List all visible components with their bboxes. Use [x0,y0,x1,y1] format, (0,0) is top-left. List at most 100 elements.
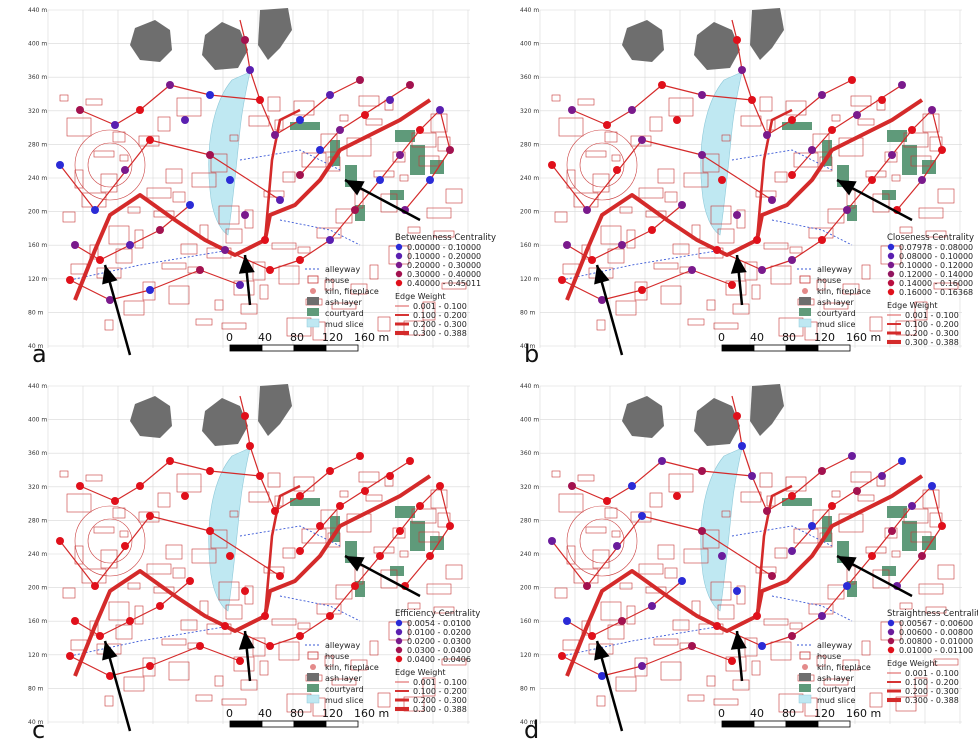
house [891,550,901,558]
edge [891,129,913,156]
house [123,300,145,316]
network-node [728,657,736,665]
house [922,113,940,133]
network-node [271,131,279,139]
scale-segment [817,720,851,728]
network-node [271,507,279,515]
house [872,193,890,213]
scale-label: 80 [290,331,304,344]
network-node [66,652,74,660]
house [687,694,705,702]
house [403,696,425,712]
network-node [156,602,164,610]
legend-node-swatch [395,628,403,636]
network-node [603,497,611,505]
house [914,301,928,321]
network-node [261,236,269,244]
legend-courtyard-swatch [799,308,811,316]
house [176,97,202,117]
network-node [106,296,114,304]
y-tick-label: 400 m [520,41,539,48]
legend-kiln-swatch [310,664,316,670]
house [445,188,463,204]
house [100,173,118,193]
edge [59,540,96,587]
network-node [121,542,129,550]
edge [404,555,431,587]
edge [269,259,301,271]
network-node [186,201,194,209]
legend-layer-label: house [817,276,841,285]
alleyway [239,149,341,171]
arrow-head [594,641,610,661]
network-node [76,482,84,490]
edge [741,69,753,101]
edge [621,605,653,622]
house [119,530,129,538]
ash-layer [622,20,664,62]
network-node [818,467,826,475]
edge [244,39,251,71]
network-node [808,146,816,154]
house [910,155,932,167]
legend-edge-label: 0.300 - 0.388 [413,705,467,714]
edge [661,84,703,96]
y-tick-label: 120 m [520,652,539,659]
legend-layer-label: ash layer [817,298,854,307]
house [441,658,467,666]
house [789,246,803,254]
house [380,569,398,589]
network-node [748,96,756,104]
house [165,168,183,184]
network-node [221,246,229,254]
network-node [361,487,369,495]
legend-title: Closeness Centrality [887,233,974,243]
house [763,242,789,250]
network-node [236,281,244,289]
house [672,619,690,631]
house [604,507,618,519]
house [937,188,955,204]
legend-node-swatch [395,270,403,278]
y-tick-label: 400 m [520,417,539,424]
courtyard [822,140,832,166]
legend-layer-label: kiln, fireplace [325,287,379,296]
legend-class-label: 0.00600 - 0.00800 [899,628,973,637]
edge [661,460,703,472]
legend-edge-label: 0.100 - 0.200 [413,687,467,696]
edge [751,99,768,136]
house [759,96,773,112]
house [721,134,731,142]
edge [831,460,903,507]
edge [139,460,171,487]
house [100,549,118,569]
house [770,265,792,285]
edge [399,129,421,156]
legend-layer-label: courtyard [817,309,856,318]
network-node [296,171,304,179]
house [630,135,652,147]
house [823,678,849,686]
house [365,118,383,126]
edge [99,244,131,261]
house [210,153,228,173]
network-node [386,96,394,104]
network-edges [59,395,451,677]
legend-class-label: 0.10000 - 0.12000 [899,261,973,270]
house [433,230,455,238]
legend-edge-label: 0.200 - 0.300 [905,687,959,696]
house [653,262,679,270]
network-node [416,126,424,134]
y-tick-label: 440 m [520,7,539,14]
legend-title: Efficiency Centrality [395,609,480,619]
house [842,659,860,671]
round-enclosure-inner [87,142,133,188]
scale-label: 80 [782,331,796,344]
edge [601,665,643,677]
edge [821,585,848,617]
house [755,566,777,574]
edge [379,154,401,181]
arrow-head [730,255,747,274]
house [581,244,591,260]
network-node [638,662,646,670]
